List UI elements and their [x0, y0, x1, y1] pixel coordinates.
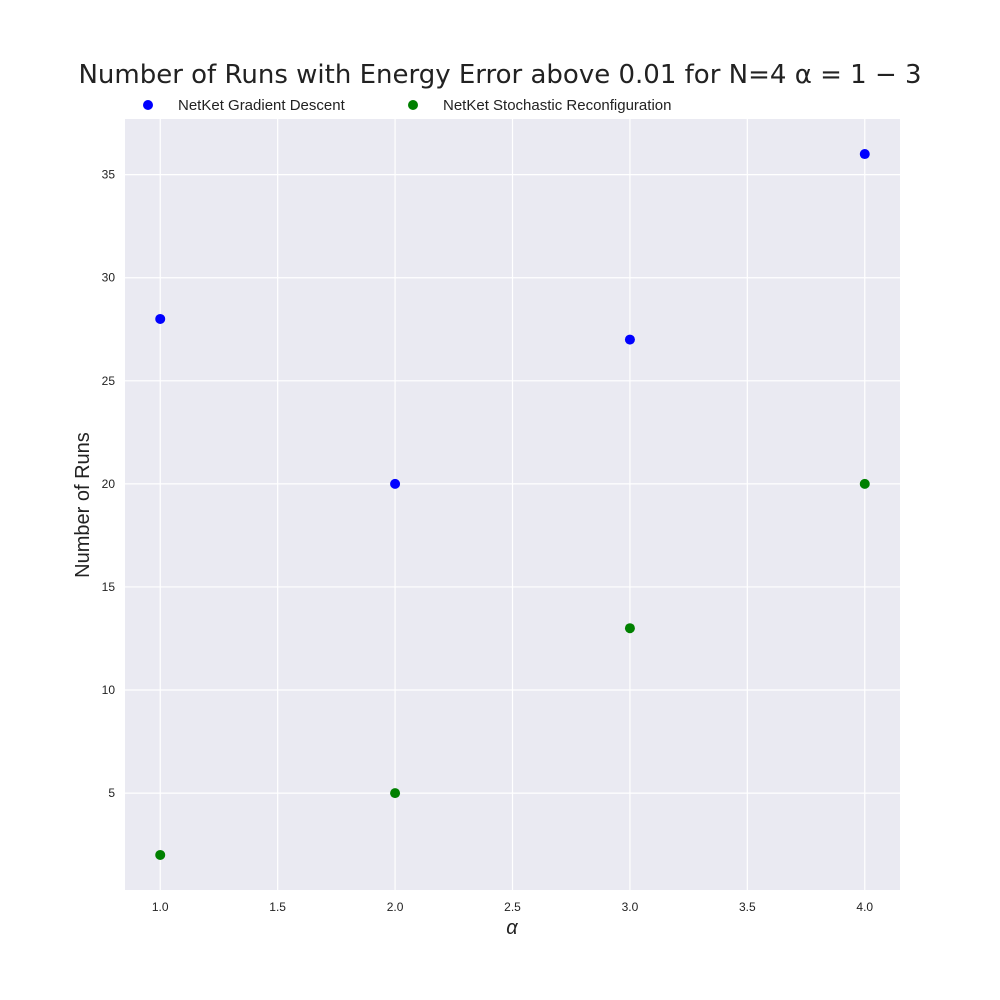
y-tick-label: 20: [102, 477, 116, 491]
x-tick-label: 3.0: [622, 900, 639, 914]
chart-title: Number of Runs with Energy Error above 0…: [78, 60, 921, 90]
y-tick-label: 35: [102, 168, 116, 182]
legend: NetKet Gradient Descent NetKet Stochastic…: [143, 97, 671, 114]
data-point-series-1: [624, 334, 635, 345]
grid-lines: [125, 119, 900, 890]
x-tick-label: 2.0: [387, 900, 404, 914]
data-point-series-1: [155, 313, 166, 324]
x-axis-label: α: [506, 917, 518, 939]
x-tick-label: 4.0: [856, 900, 873, 914]
data-point-series-2: [624, 623, 635, 634]
y-tick-labels: 5 10 15 20 25 30 35: [102, 168, 116, 800]
x-tick-label: 1.0: [152, 900, 169, 914]
y-tick-label: 15: [102, 580, 116, 594]
data-points: [155, 149, 870, 860]
data-point-series-1: [859, 149, 870, 160]
x-tick-label: 1.5: [269, 900, 286, 914]
legend-label: NetKet Stochastic Reconfiguration: [443, 97, 671, 114]
legend-marker: [408, 100, 418, 110]
legend-marker: [143, 100, 153, 110]
data-point-series-2: [859, 478, 870, 489]
data-point-series-2: [155, 849, 166, 860]
legend-label: NetKet Gradient Descent: [178, 97, 346, 114]
y-tick-label: 5: [108, 786, 115, 800]
x-tick-label: 2.5: [504, 900, 521, 914]
y-tick-label: 25: [102, 374, 116, 388]
y-tick-label: 30: [102, 271, 116, 285]
data-point-series-1: [390, 478, 401, 489]
data-point-series-2: [390, 788, 401, 799]
y-tick-label: 10: [102, 683, 116, 697]
y-axis-label: Number of Runs: [72, 432, 94, 578]
x-tick-labels: 1.0 1.5 2.0 2.5 3.0 3.5 4.0: [152, 900, 874, 914]
x-tick-label: 3.5: [739, 900, 756, 914]
